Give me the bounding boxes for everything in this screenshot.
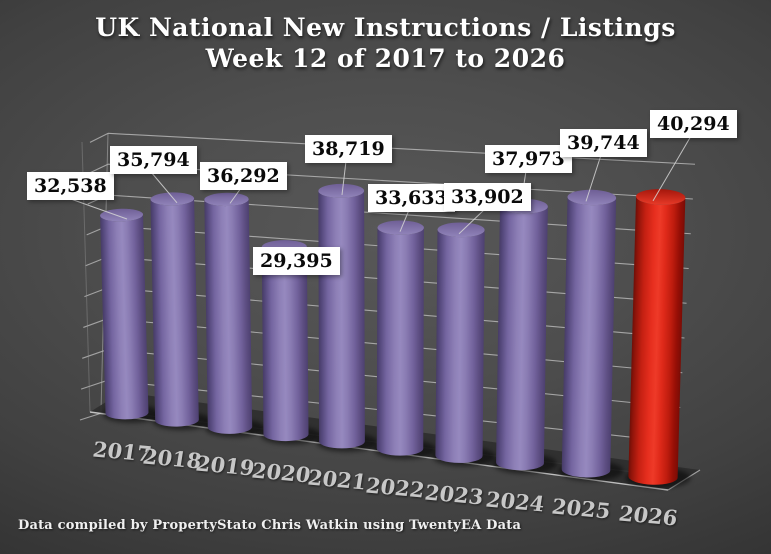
value-label-2026: 40,294 bbox=[650, 110, 737, 138]
leader-line bbox=[652, 135, 692, 202]
leader-line bbox=[585, 154, 602, 202]
leader-line bbox=[458, 208, 486, 235]
value-label-2025: 39,744 bbox=[560, 129, 647, 157]
leader-line bbox=[341, 160, 347, 195]
category-label-2022: 2022 bbox=[364, 472, 427, 502]
cylinder-2025 bbox=[561, 189, 617, 478]
cylinder-top bbox=[437, 222, 485, 238]
cylinder-top bbox=[100, 208, 144, 222]
cylinder-body bbox=[150, 198, 199, 427]
leader-line bbox=[229, 187, 242, 204]
cylinder-2024 bbox=[496, 198, 548, 471]
value-label-2017: 32,538 bbox=[27, 172, 114, 200]
cylinder-2023 bbox=[435, 222, 485, 463]
leader-line bbox=[399, 209, 410, 232]
gridline-side bbox=[82, 348, 109, 359]
value-label-2021: 38,719 bbox=[305, 135, 392, 163]
cylinder-body bbox=[261, 246, 309, 442]
category-label-2026: 2026 bbox=[617, 500, 680, 531]
leader-line bbox=[67, 197, 128, 220]
value-label-2018: 35,794 bbox=[110, 146, 197, 174]
cylinder-top bbox=[150, 192, 195, 206]
cylinder-top bbox=[318, 183, 365, 198]
cylinder-2022 bbox=[376, 220, 424, 456]
cylinder-body bbox=[318, 190, 365, 449]
cylinder-top bbox=[636, 189, 686, 205]
cylinder-body bbox=[435, 229, 485, 463]
category-label-2019: 2019 bbox=[194, 450, 257, 481]
value-label-2023: 33,902 bbox=[444, 183, 531, 211]
value-label-2020: 29,395 bbox=[253, 247, 340, 275]
cylinder-body bbox=[204, 199, 253, 434]
gridline-side bbox=[88, 163, 109, 174]
gridline-side bbox=[80, 379, 109, 390]
category-label-2024: 2024 bbox=[484, 486, 547, 517]
chart-title: UK National New Instructions / Listings … bbox=[0, 12, 771, 74]
cylinder-top bbox=[567, 189, 617, 206]
cylinder-body bbox=[561, 196, 617, 478]
cylinder-body bbox=[376, 227, 424, 456]
attribution-text: Data compiled by PropertyStato Chris Wat… bbox=[18, 518, 522, 533]
chart-title-line2: Week 12 of 2017 to 2026 bbox=[205, 44, 566, 73]
leader-line bbox=[150, 171, 178, 204]
cylinder-body bbox=[496, 205, 548, 471]
value-label-2019: 36,292 bbox=[200, 162, 287, 190]
cylinder-top bbox=[377, 220, 424, 235]
cylinder-2026 bbox=[628, 189, 686, 485]
category-label-2025: 2025 bbox=[550, 493, 613, 524]
value-label-2022: 33,633 bbox=[368, 184, 455, 212]
cylinder-2021 bbox=[318, 183, 365, 449]
chart-title-line1: UK National New Instructions / Listings bbox=[95, 13, 676, 42]
cylinder-2019 bbox=[204, 192, 253, 434]
category-label-2018: 2018 bbox=[141, 443, 204, 474]
gridline bbox=[107, 132, 696, 165]
value-label-2024: 37,973 bbox=[485, 145, 572, 173]
cylinder-body bbox=[100, 214, 149, 420]
cylinder-2018 bbox=[150, 192, 199, 427]
cylinder-top bbox=[204, 192, 249, 207]
cylinder-body bbox=[628, 196, 686, 485]
category-label-2023: 2023 bbox=[423, 479, 486, 510]
cylinder-2017 bbox=[100, 208, 149, 420]
gridline-side bbox=[89, 132, 109, 143]
